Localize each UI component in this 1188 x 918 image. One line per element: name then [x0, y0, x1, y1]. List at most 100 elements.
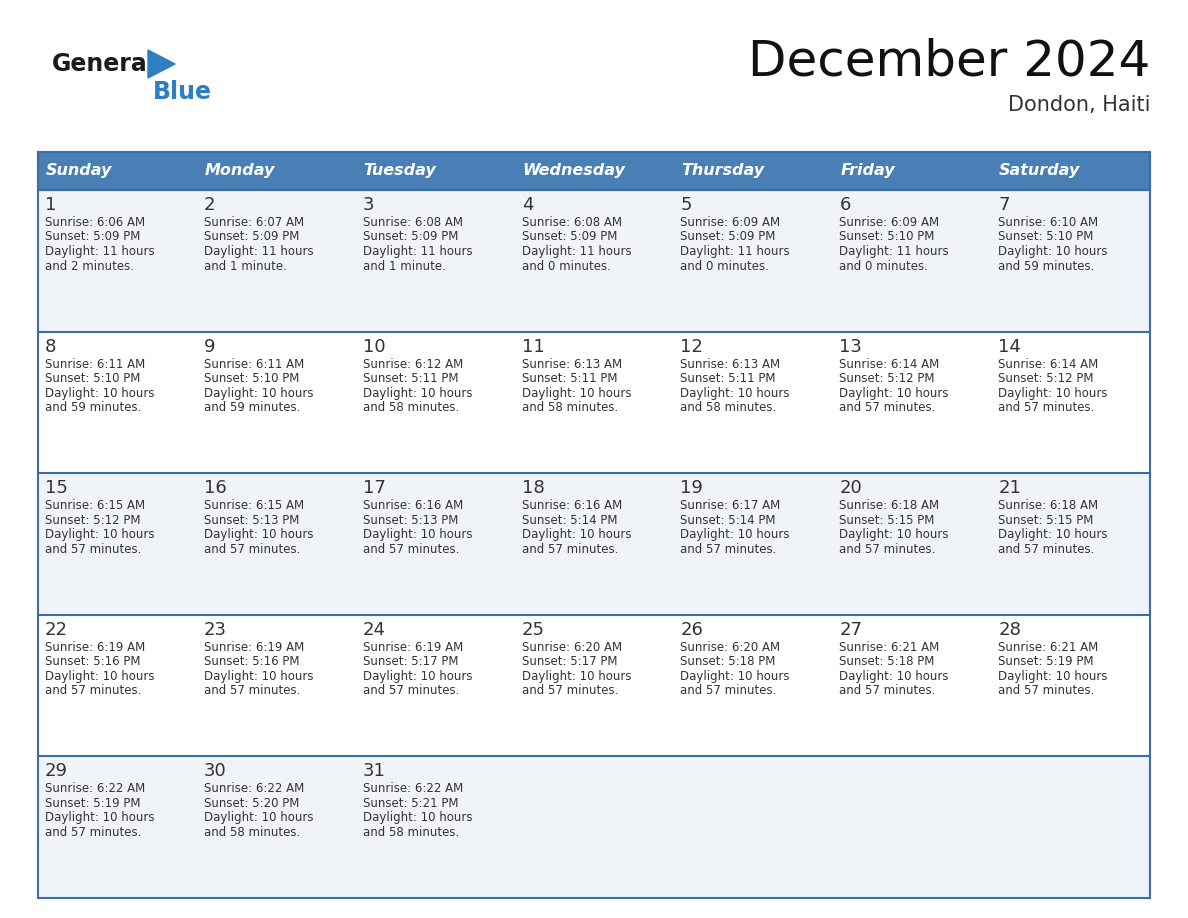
Text: 15: 15 [45, 479, 68, 498]
Bar [991, 190, 1150, 331]
Text: Sunrise: 6:22 AM: Sunrise: 6:22 AM [204, 782, 304, 795]
Text: and 57 minutes.: and 57 minutes. [522, 684, 618, 698]
Bar [674, 331, 833, 473]
Text: 19: 19 [681, 479, 703, 498]
Text: Sunrise: 6:13 AM: Sunrise: 6:13 AM [522, 358, 621, 371]
Text: General: General [52, 52, 156, 76]
Text: Daylight: 10 hours: Daylight: 10 hours [998, 670, 1107, 683]
Text: Sunrise: 6:09 AM: Sunrise: 6:09 AM [839, 216, 940, 229]
Text: Sunset: 5:09 PM: Sunset: 5:09 PM [45, 230, 140, 243]
Bar [38, 331, 197, 473]
Text: Sunset: 5:10 PM: Sunset: 5:10 PM [45, 372, 140, 385]
Bar [674, 190, 833, 331]
Bar [38, 473, 197, 615]
Bar [355, 152, 514, 190]
Text: Sunrise: 6:08 AM: Sunrise: 6:08 AM [522, 216, 621, 229]
Bar [833, 615, 991, 756]
Text: and 57 minutes.: and 57 minutes. [839, 684, 936, 698]
Text: Sunrise: 6:18 AM: Sunrise: 6:18 AM [998, 499, 1098, 512]
Text: Sunday: Sunday [46, 163, 113, 178]
Text: Sunset: 5:09 PM: Sunset: 5:09 PM [522, 230, 617, 243]
Text: Sunset: 5:11 PM: Sunset: 5:11 PM [681, 372, 776, 385]
Bar [38, 152, 197, 190]
Text: Sunrise: 6:14 AM: Sunrise: 6:14 AM [998, 358, 1099, 371]
Text: 7: 7 [998, 196, 1010, 214]
Text: Monday: Monday [204, 163, 276, 178]
Bar [674, 615, 833, 756]
Text: Daylight: 10 hours: Daylight: 10 hours [362, 386, 472, 399]
Text: and 58 minutes.: and 58 minutes. [681, 401, 777, 414]
Text: 10: 10 [362, 338, 385, 355]
Text: 12: 12 [681, 338, 703, 355]
Text: Sunrise: 6:07 AM: Sunrise: 6:07 AM [204, 216, 304, 229]
Text: Saturday: Saturday [999, 163, 1080, 178]
Bar [38, 756, 197, 898]
Text: Sunset: 5:12 PM: Sunset: 5:12 PM [839, 372, 935, 385]
Text: 8: 8 [45, 338, 56, 355]
Text: Daylight: 11 hours: Daylight: 11 hours [681, 245, 790, 258]
Text: Sunset: 5:19 PM: Sunset: 5:19 PM [45, 797, 140, 810]
Text: and 58 minutes.: and 58 minutes. [204, 826, 301, 839]
Text: and 57 minutes.: and 57 minutes. [522, 543, 618, 555]
Text: 24: 24 [362, 621, 386, 639]
Bar [38, 615, 197, 756]
Bar [355, 473, 514, 615]
Text: and 57 minutes.: and 57 minutes. [998, 543, 1094, 555]
Text: Daylight: 10 hours: Daylight: 10 hours [45, 812, 154, 824]
Bar [197, 615, 355, 756]
Bar [991, 756, 1150, 898]
Text: Daylight: 10 hours: Daylight: 10 hours [839, 670, 949, 683]
Text: 13: 13 [839, 338, 862, 355]
Text: and 57 minutes.: and 57 minutes. [839, 401, 936, 414]
Text: 16: 16 [204, 479, 227, 498]
Text: Sunrise: 6:08 AM: Sunrise: 6:08 AM [362, 216, 462, 229]
Bar [38, 152, 1150, 190]
Text: Daylight: 10 hours: Daylight: 10 hours [522, 528, 631, 542]
Text: Sunset: 5:19 PM: Sunset: 5:19 PM [998, 655, 1094, 668]
Text: Sunset: 5:10 PM: Sunset: 5:10 PM [204, 372, 299, 385]
Text: Sunrise: 6:10 AM: Sunrise: 6:10 AM [998, 216, 1098, 229]
Text: Wednesday: Wednesday [523, 163, 625, 178]
Text: Sunset: 5:16 PM: Sunset: 5:16 PM [204, 655, 299, 668]
Text: Daylight: 10 hours: Daylight: 10 hours [45, 528, 154, 542]
Text: Sunrise: 6:12 AM: Sunrise: 6:12 AM [362, 358, 463, 371]
Text: Sunset: 5:11 PM: Sunset: 5:11 PM [522, 372, 617, 385]
Bar [514, 473, 674, 615]
Text: Sunrise: 6:19 AM: Sunrise: 6:19 AM [362, 641, 463, 654]
Text: and 57 minutes.: and 57 minutes. [839, 543, 936, 555]
Text: 5: 5 [681, 196, 691, 214]
Bar [355, 190, 514, 331]
Text: Sunrise: 6:15 AM: Sunrise: 6:15 AM [204, 499, 304, 512]
Text: 23: 23 [204, 621, 227, 639]
Bar [38, 190, 197, 331]
Text: Sunrise: 6:15 AM: Sunrise: 6:15 AM [45, 499, 145, 512]
Text: and 57 minutes.: and 57 minutes. [204, 684, 301, 698]
Text: Sunset: 5:12 PM: Sunset: 5:12 PM [998, 372, 1094, 385]
Text: Daylight: 10 hours: Daylight: 10 hours [204, 812, 314, 824]
Text: 3: 3 [362, 196, 374, 214]
Text: Dondon, Haiti: Dondon, Haiti [1007, 95, 1150, 115]
Text: Daylight: 10 hours: Daylight: 10 hours [998, 386, 1107, 399]
Bar [355, 331, 514, 473]
Text: Sunset: 5:15 PM: Sunset: 5:15 PM [998, 514, 1093, 527]
Bar [197, 331, 355, 473]
Text: and 57 minutes.: and 57 minutes. [362, 543, 459, 555]
Text: Sunrise: 6:11 AM: Sunrise: 6:11 AM [204, 358, 304, 371]
Text: Sunset: 5:12 PM: Sunset: 5:12 PM [45, 514, 140, 527]
Text: and 57 minutes.: and 57 minutes. [998, 684, 1094, 698]
Bar [197, 756, 355, 898]
Text: 2: 2 [204, 196, 215, 214]
Text: Sunrise: 6:17 AM: Sunrise: 6:17 AM [681, 499, 781, 512]
Text: and 57 minutes.: and 57 minutes. [362, 684, 459, 698]
Text: and 58 minutes.: and 58 minutes. [522, 401, 618, 414]
Text: Daylight: 10 hours: Daylight: 10 hours [204, 528, 314, 542]
Text: Daylight: 10 hours: Daylight: 10 hours [522, 386, 631, 399]
Bar [197, 152, 355, 190]
Text: Sunset: 5:09 PM: Sunset: 5:09 PM [362, 230, 459, 243]
Text: and 57 minutes.: and 57 minutes. [998, 401, 1094, 414]
Text: Daylight: 10 hours: Daylight: 10 hours [204, 386, 314, 399]
Text: Sunrise: 6:19 AM: Sunrise: 6:19 AM [204, 641, 304, 654]
Text: 6: 6 [839, 196, 851, 214]
Text: 4: 4 [522, 196, 533, 214]
Bar [991, 615, 1150, 756]
